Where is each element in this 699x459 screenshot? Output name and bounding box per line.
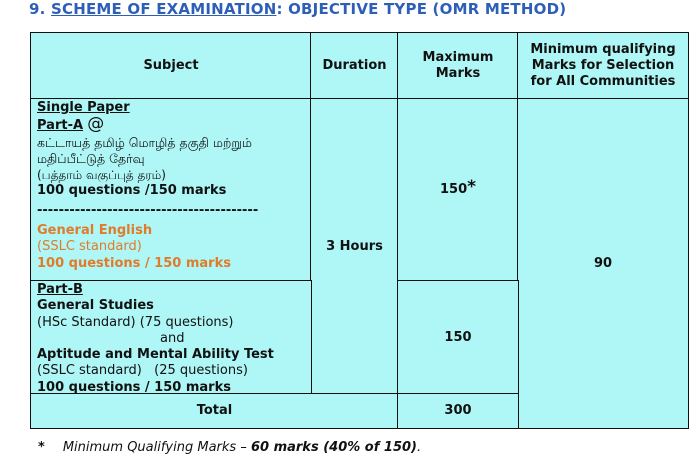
part-b-max-marks: 150 (397, 280, 519, 395)
section-heading: 9. SCHEME OF EXAMINATION: OBJECTIVE TYPE… (29, 0, 567, 18)
header-duration: Duration (310, 32, 399, 100)
aptitude-test: Aptitude and Mental Ability Test (37, 347, 274, 363)
general-english-standard: (SSLC standard) (37, 239, 142, 255)
general-studies: General Studies (37, 298, 154, 314)
asterisk-icon: * (38, 440, 45, 455)
header-max-marks: Maximum Marks (397, 32, 519, 100)
aptitude-detail: (SSLC standard) (25 questions) (37, 363, 248, 379)
general-english: General English (37, 223, 153, 239)
tamil-line-3: (பத்தாம் வகுப்புத் தரம்) (37, 168, 166, 183)
part-a-symbol: @ (87, 114, 105, 135)
part-a-label: Part-A (37, 118, 84, 134)
duration-cell: 3 Hours (310, 98, 399, 395)
header-subject: Subject (30, 32, 312, 100)
total-marks: 300 (397, 393, 519, 429)
general-studies-detail: (HSc Standard) (75 questions) (37, 314, 234, 330)
total-label: Total (30, 393, 399, 429)
tamil-line-1: கட்டாயத் தமிழ் மொழித் தகுதி மற்றும் (37, 134, 252, 150)
general-english-questions: 100 questions / 150 marks (37, 255, 231, 271)
part-a-subject-cell: Single Paper Part-A @ கட்டாயத் தமிழ் மொழ… (30, 98, 312, 282)
separator: ----------------------------------------… (37, 202, 259, 218)
part-b-label: Part-B (37, 282, 83, 297)
part-a-questions: 100 questions /150 marks (37, 183, 227, 199)
min-marks-cell: 90 (517, 98, 689, 429)
header-min-marks: Minimum qualifying Marks for Selection f… (517, 32, 689, 100)
footnote: * Minimum Qualifying Marks – 60 marks (40… (38, 440, 422, 455)
single-paper-label: Single Paper (37, 100, 130, 115)
conjunction: and (160, 330, 185, 346)
tamil-line-2: மதிப்பீட்டுத் தேர்வு (37, 150, 145, 166)
part-b-questions: 100 questions / 150 marks (37, 379, 231, 395)
part-b-subject-cell: Part-B General Studies (HSc Standard) (7… (30, 280, 312, 395)
part-a-max-marks: 150 * (397, 98, 519, 282)
